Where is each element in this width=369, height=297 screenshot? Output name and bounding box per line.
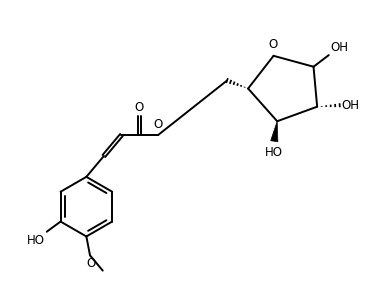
Text: O: O [86,257,95,270]
Polygon shape [271,121,278,142]
Text: O: O [154,119,163,132]
Text: OH: OH [331,41,349,54]
Text: HO: HO [27,234,45,247]
Text: HO: HO [265,146,283,159]
Text: O: O [135,101,144,114]
Text: O: O [268,38,277,51]
Text: OH: OH [342,99,360,112]
